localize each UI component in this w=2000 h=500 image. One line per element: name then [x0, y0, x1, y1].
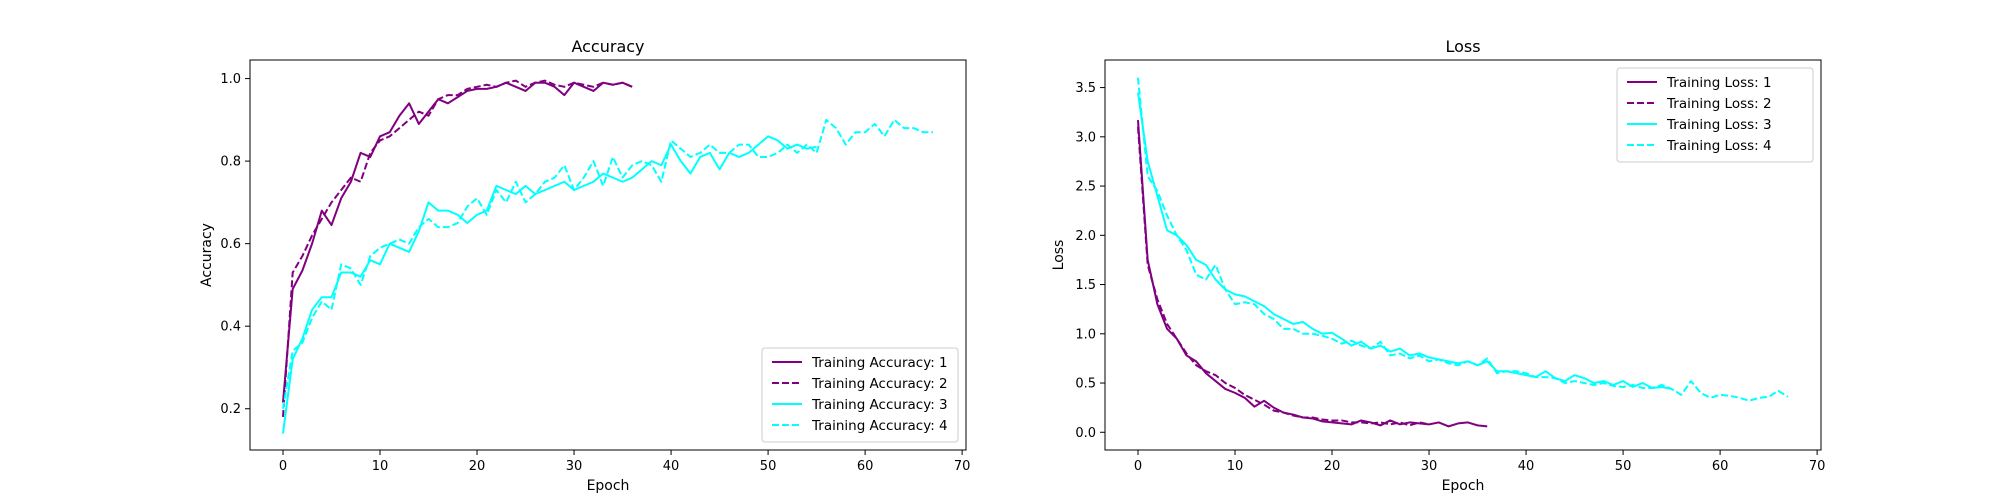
accuracy-legend-label-3: Training Accuracy: 3 — [811, 397, 948, 413]
loss-series-line-2 — [1136, 126, 1430, 427]
loss-series-line-4 — [1136, 77, 1789, 402]
loss-series-line-1 — [1136, 120, 1488, 428]
accuracy-legend-label-4: Training Accuracy: 4 — [811, 418, 948, 434]
accuracy-x-ticks: 0 10 20 30 40 50 60 70 — [279, 450, 971, 474]
loss-plot-frame — [1104, 59, 1822, 451]
accuracy-y-tick-label: 0.6 — [220, 237, 241, 252]
accuracy-series-line-3 — [281, 135, 817, 434]
accuracy-x-tick-label: 30 — [566, 459, 583, 474]
loss-series-line-3 — [1136, 92, 1672, 390]
accuracy-series — [281, 79, 934, 434]
accuracy-x-tick-label: 60 — [857, 459, 874, 474]
loss-y-tick-label: 1.0 — [1075, 327, 1096, 342]
accuracy-plot-frame — [249, 59, 967, 451]
accuracy-y-tick-label: 0.8 — [220, 155, 241, 170]
accuracy-x-tick-label: 40 — [663, 459, 680, 474]
loss-legend-label-1: Training Loss: 1 — [1666, 75, 1772, 91]
loss-legend-box — [1616, 67, 1814, 163]
loss-legend-label-2: Training Loss: 2 — [1666, 96, 1772, 112]
loss-x-tick-label: 10 — [1227, 459, 1244, 474]
loss-title: Loss — [1445, 37, 1480, 56]
loss-y-tick-label: 0.0 — [1075, 426, 1096, 441]
accuracy-series-line-4 — [282, 118, 934, 409]
loss-x-axis-label: Epoch — [1442, 478, 1485, 494]
loss-y-axis-label: Loss — [1051, 240, 1067, 271]
loss-x-tick-label: 0 — [1134, 459, 1142, 474]
accuracy-legend-box — [761, 347, 959, 443]
loss-x-tick-label: 70 — [1809, 459, 1826, 474]
loss-x-ticks: 0 10 20 30 40 50 60 70 — [1134, 450, 1826, 474]
accuracy-y-ticks: 0.2 0.4 0.6 0.8 1.0 — [220, 72, 250, 417]
loss-x-tick-label: 60 — [1712, 459, 1729, 474]
accuracy-x-tick-label: 20 — [469, 459, 486, 474]
accuracy-legend-label-1: Training Accuracy: 1 — [811, 355, 948, 371]
accuracy-title: Accuracy — [571, 37, 644, 56]
accuracy-y-tick-label: 0.4 — [220, 320, 241, 335]
loss-y-tick-label: 1.5 — [1075, 278, 1096, 293]
loss-series — [1136, 77, 1789, 428]
accuracy-x-tick-label: 10 — [372, 459, 389, 474]
loss-y-ticks: 0.0 0.5 1.0 1.5 2.0 2.5 3.0 3.5 — [1075, 81, 1105, 441]
loss-x-tick-label: 40 — [1518, 459, 1535, 474]
loss-legend: Training Loss: 1 Training Loss: 2 Training… — [1616, 67, 1814, 163]
accuracy-y-axis-label: Accuracy — [199, 223, 215, 287]
accuracy-series-line-2 — [281, 79, 633, 418]
loss-legend-label-3: Training Loss: 3 — [1666, 117, 1772, 133]
accuracy-y-tick-label: 0.2 — [220, 402, 241, 417]
loss-y-tick-label: 2.0 — [1075, 229, 1096, 244]
loss-y-tick-label: 2.5 — [1075, 180, 1096, 195]
loss-legend-label-4: Training Loss: 4 — [1666, 138, 1772, 154]
loss-y-tick-label: 3.0 — [1075, 130, 1096, 145]
loss-x-tick-label: 50 — [1615, 459, 1632, 474]
accuracy-series-line-1 — [281, 81, 633, 403]
loss-x-tick-label: 30 — [1421, 459, 1438, 474]
loss-y-tick-label: 0.5 — [1075, 377, 1096, 392]
accuracy-x-axis-label: Epoch — [587, 478, 630, 494]
accuracy-x-tick-label: 50 — [760, 459, 777, 474]
accuracy-legend: Training Accuracy: 1 Training Accuracy: 2… — [761, 347, 959, 443]
accuracy-subplot: Accuracy 0.2 0.4 0.6 0.8 1.0 0 10 20 30 40 50 60 70… — [199, 37, 970, 494]
loss-y-tick-label: 3.5 — [1075, 81, 1096, 96]
loss-x-tick-label: 20 — [1324, 459, 1341, 474]
accuracy-legend-label-2: Training Accuracy: 2 — [811, 376, 948, 392]
accuracy-x-tick-label: 0 — [279, 459, 287, 474]
accuracy-x-tick-label: 70 — [954, 459, 971, 474]
accuracy-y-tick-label: 1.0 — [220, 72, 241, 87]
loss-subplot: Loss 0.0 0.5 1.0 1.5 2.0 2.5 3.0 3.5 0 10 20 30 40 5… — [1051, 37, 1825, 494]
